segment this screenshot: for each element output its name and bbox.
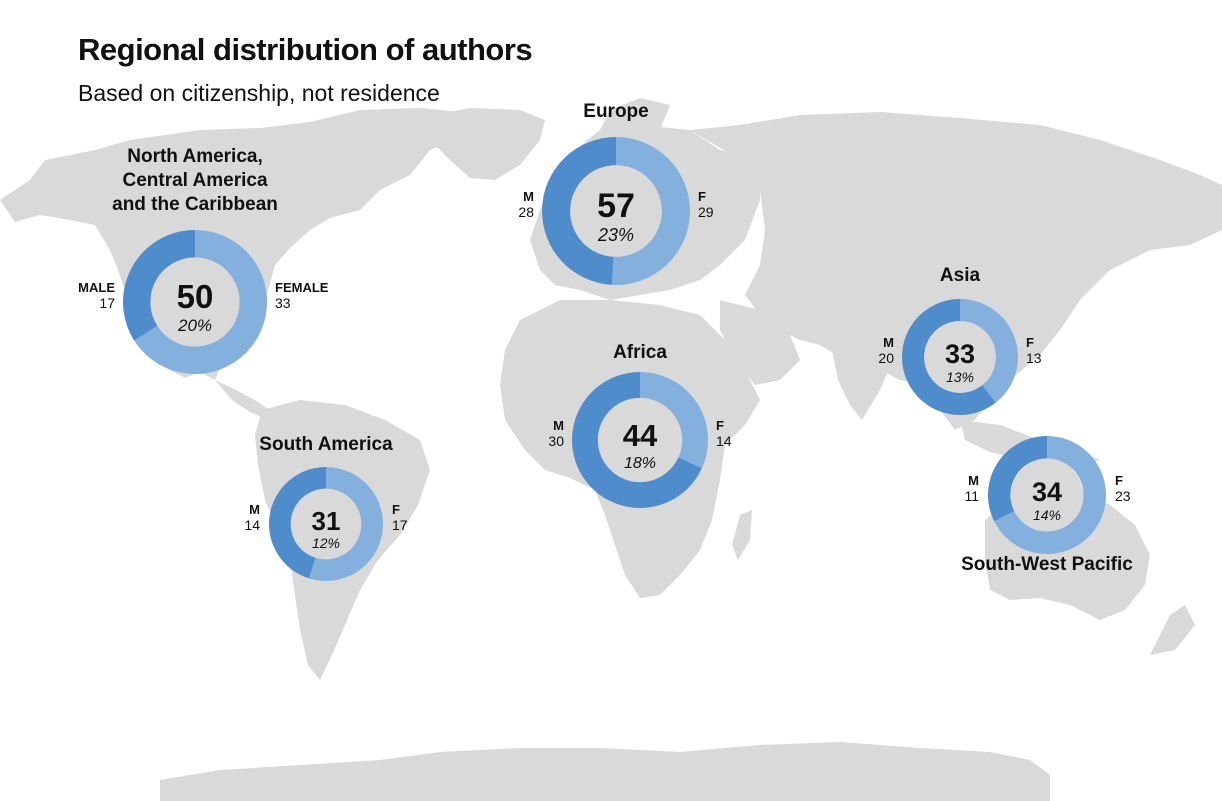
slice-female <box>611 137 691 285</box>
female-value: 14 <box>716 433 732 449</box>
region-percent: 20% <box>177 316 212 335</box>
region-name: Africa <box>613 342 667 363</box>
female-value: 29 <box>698 204 714 220</box>
female-label: F <box>716 418 724 433</box>
female-label: F <box>698 189 706 204</box>
donut-center <box>150 257 240 347</box>
female-label: F <box>1115 473 1123 488</box>
donut-africa: 44 18% Africa M30 F14 <box>548 342 732 509</box>
slice-male <box>541 137 616 285</box>
male-value: 28 <box>518 204 534 220</box>
male-value: 14 <box>244 517 260 533</box>
region-name: and the Caribbean <box>112 194 278 215</box>
region-name: South America <box>259 434 393 455</box>
landmass-north-america <box>0 108 490 380</box>
donut-center <box>598 398 682 482</box>
region-percent: 18% <box>624 455 656 472</box>
slice-female <box>994 436 1106 554</box>
region-name: Asia <box>940 265 981 286</box>
male-label: M <box>249 502 260 517</box>
region-total: 44 <box>623 418 658 453</box>
donut-center <box>924 321 996 393</box>
donut-center <box>1010 458 1084 532</box>
chart-title: Regional distribution of authors <box>78 32 533 67</box>
landmass-new-zealand <box>1150 605 1195 655</box>
male-value: 20 <box>878 350 894 366</box>
region-total: 33 <box>945 339 975 369</box>
region-name: Central America <box>122 170 267 191</box>
male-value: 17 <box>99 295 115 311</box>
male-value: 11 <box>964 488 979 504</box>
female-value: 23 <box>1115 488 1131 504</box>
slice-female <box>960 299 1019 403</box>
female-label: F <box>392 502 400 517</box>
region-total: 31 <box>312 506 341 536</box>
male-label: M <box>968 473 979 488</box>
landmass-antarctica <box>160 742 1050 801</box>
landmass-japan <box>1060 240 1085 300</box>
region-percent: 14% <box>1033 507 1061 523</box>
male-label: M <box>883 335 894 350</box>
female-value: 13 <box>1026 350 1042 366</box>
donut-center <box>570 165 662 257</box>
male-label: M <box>553 418 564 433</box>
region-percent: 13% <box>946 369 974 385</box>
region-percent: 12% <box>312 535 340 551</box>
male-value: 30 <box>548 433 564 449</box>
region-name: North America, <box>127 146 263 167</box>
slice-female <box>640 372 708 469</box>
slice-male <box>269 467 326 579</box>
region-name: Europe <box>583 101 648 122</box>
slice-male <box>987 436 1047 522</box>
region-percent: 23% <box>597 225 634 245</box>
landmass-central-america <box>215 380 272 420</box>
donut-center <box>291 489 361 559</box>
region-name: South-West Pacific <box>961 554 1133 575</box>
male-label: MALE <box>78 280 115 295</box>
landmass-india <box>830 340 895 420</box>
slice-female <box>134 230 268 374</box>
female-label: FEMALE <box>275 280 329 295</box>
region-total: 50 <box>177 278 214 315</box>
slice-male <box>572 372 702 509</box>
slice-male <box>123 230 195 341</box>
male-label: M <box>523 189 534 204</box>
region-total: 34 <box>1032 477 1062 507</box>
female-label: F <box>1026 335 1034 350</box>
slice-female <box>308 467 383 581</box>
chart-subtitle: Based on citizenship, not residence <box>78 80 440 106</box>
landmass-greenland <box>420 108 545 180</box>
female-value: 33 <box>275 295 291 311</box>
female-value: 17 <box>392 517 408 533</box>
slice-male <box>902 299 996 415</box>
landmass-madagascar <box>732 510 752 560</box>
region-total: 57 <box>597 187 635 225</box>
landmass-asia <box>690 112 1222 430</box>
